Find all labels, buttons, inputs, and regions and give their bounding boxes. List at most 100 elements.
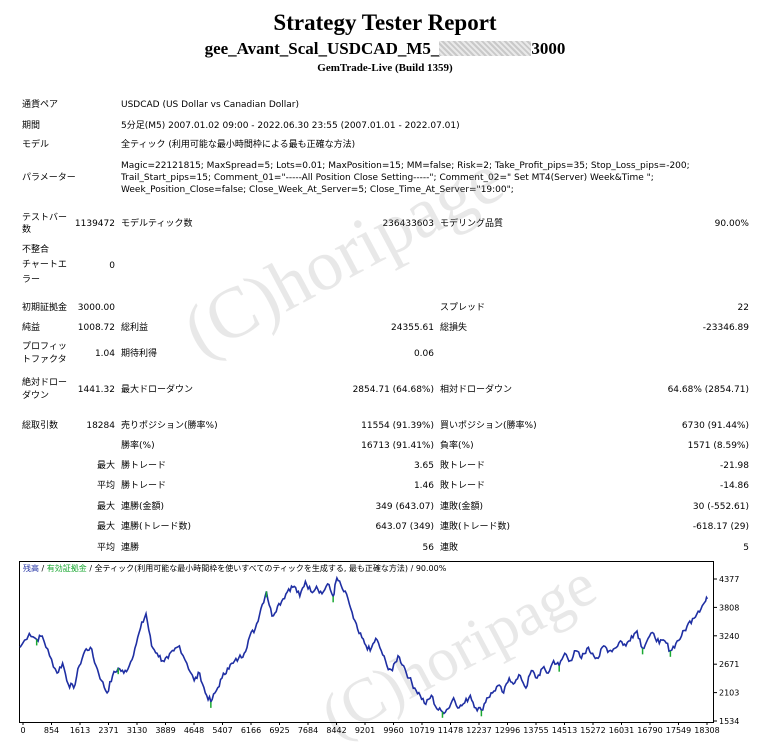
- avgloss-value: -14.86: [719, 481, 749, 491]
- balance-line: [19, 575, 709, 715]
- mcp-value: 643.07 (349): [375, 522, 434, 532]
- acw-value: 56: [422, 543, 434, 553]
- x-tick-label: 17549: [666, 726, 691, 735]
- win-value: 16713 (91.41%): [361, 441, 434, 451]
- pf-label-1: プロフィッ: [22, 342, 67, 352]
- period-value: 5分足(M5) 2007.01.02 09:00 - 2022.06.30 23…: [121, 121, 460, 131]
- maxwin-value: 3.65: [413, 461, 434, 471]
- pf-label-2: トファクタ: [22, 355, 67, 365]
- grossprofit-label: 総利益: [121, 323, 149, 333]
- spread-label: スプレッド: [440, 303, 486, 313]
- trades-value: 18284: [86, 421, 115, 431]
- params-line-1: Magic=22121815; MaxSpread=5; Lots=0.01; …: [121, 161, 690, 171]
- x-tick-label: 6925: [269, 726, 289, 735]
- x-tick-label: 13755: [523, 726, 548, 735]
- mismatch-label-3: ラー: [22, 275, 41, 285]
- balance-chart: 残高 / 有効証拠金 / 全ティック(利用可能な最小時間枠を使いすべてのティック…: [19, 561, 750, 747]
- mcl-label: 連敗(金額): [440, 502, 484, 512]
- mismatch-label-1: 不整合: [22, 245, 50, 255]
- x-tick-label: 7684: [298, 726, 318, 735]
- y-tick-label: 1534: [719, 717, 739, 726]
- max-label-2: 最大: [96, 502, 115, 512]
- symbol-value: USDCAD (US Dollar vs Canadian Dollar): [121, 100, 300, 110]
- spread-value: 22: [737, 303, 749, 313]
- chart-legend: 残高 / 有効証拠金 / 全ティック(利用可能な最小時間枠を使いすべてのティック…: [23, 563, 447, 573]
- long-label: 買いポジション(勝率%): [440, 421, 537, 431]
- avgwin-label: 勝トレード: [121, 481, 167, 491]
- maxwin-label: 勝トレード: [121, 461, 167, 471]
- deposit-value: 3000.00: [77, 303, 115, 313]
- loss-label: 負率(%): [440, 441, 474, 451]
- x-tick-label: 12996: [495, 726, 520, 735]
- x-tick-label: 8442: [326, 726, 346, 735]
- subtitle-prefix: gee_Avant_Scal_USDCAD_M5_: [204, 39, 440, 58]
- params-line-2: Trail_Start_pips=15; Comment_01="-----Al…: [121, 173, 654, 183]
- y-tick-label: 2103: [719, 689, 739, 698]
- netprofit-value: 1008.72: [77, 323, 115, 333]
- grossprofit-value: 24355.61: [391, 323, 434, 333]
- subtitle-suffix: 3000: [531, 39, 566, 58]
- win-label: 勝率(%): [121, 441, 155, 451]
- avgwin-value: 1.46: [413, 481, 434, 491]
- short-label: 売りポジション(勝率%): [121, 421, 218, 431]
- x-tick-label: 9960: [383, 726, 403, 735]
- ticks-value: 236433603: [382, 219, 434, 229]
- mcll-value: -618.17 (29): [692, 522, 749, 532]
- mismatch-value: 0: [109, 261, 115, 271]
- x-tick-label: 12237: [466, 726, 491, 735]
- mcp-label: 連勝(トレード数): [121, 522, 192, 532]
- x-tick-label: 18308: [694, 726, 719, 735]
- balance-chart-svg: 残高 / 有効証拠金 / 全ティック(利用可能な最小時間枠を使いすべてのティック…: [19, 561, 739, 735]
- grossloss-label: 総損失: [440, 323, 468, 333]
- redacted-mask: [439, 41, 532, 56]
- short-value: 11554 (91.39%): [361, 421, 434, 431]
- mcl-value: 30 (-552.61): [692, 502, 749, 512]
- maxdd-value: 2854.71 (64.68%): [352, 385, 434, 395]
- x-tick-label: 6166: [241, 726, 261, 735]
- x-tick-label: 3130: [127, 726, 147, 735]
- period-label: 期間: [22, 121, 41, 131]
- x-tick-label: 1613: [70, 726, 90, 735]
- x-tick-label: 10719: [409, 726, 434, 735]
- x-tick-label: 16790: [637, 726, 662, 735]
- mcll-label: 連敗(トレード数): [440, 522, 511, 532]
- y-tick-label: 4377: [719, 575, 739, 584]
- report-subtitle: gee_Avant_Scal_USDCAD_M5_ 3000: [0, 39, 770, 59]
- max-label-3: 最大: [96, 522, 115, 532]
- acw-label: 連勝: [121, 543, 140, 553]
- payoff-label: 期待利得: [121, 349, 158, 359]
- x-tick-label: 4648: [184, 726, 204, 735]
- x-tick-label: 2371: [98, 726, 118, 735]
- report-title: Strategy Tester Report: [273, 10, 497, 35]
- netprofit-label: 純益: [22, 323, 41, 333]
- x-tick-label: 854: [44, 726, 59, 735]
- balance-series: [19, 575, 709, 718]
- x-tick-label: 9201: [355, 726, 375, 735]
- legend-sep: /: [39, 564, 47, 573]
- grossloss-value: -23346.89: [702, 323, 749, 333]
- x-tick-label: 14513: [552, 726, 577, 735]
- params-line-3: Week_Position_Close=false; Close_Week_At…: [121, 185, 514, 195]
- mcw-value: 349 (643.07): [375, 502, 434, 512]
- quality-label: モデリング品質: [440, 219, 504, 229]
- maxdd-label: 最大ドローダウン: [121, 385, 194, 395]
- pf-value: 1.04: [94, 349, 115, 359]
- mismatch-label-2: チャートエ: [22, 260, 67, 270]
- y-tick-label: 2671: [719, 660, 739, 669]
- reldd-label: 相対ドローダウン: [440, 385, 513, 395]
- deposit-label: 初期証拠金: [22, 303, 68, 313]
- server-name: GemTrade-Live (Build 1359): [317, 62, 453, 74]
- model-value: 全ティック (利用可能な最小時間枠による最も正確な方法): [121, 140, 356, 150]
- x-tick-label: 3889: [155, 726, 175, 735]
- x-tick-label: 11478: [438, 726, 463, 735]
- long-value: 6730 (91.44%): [681, 421, 749, 431]
- acl-value: 5: [743, 543, 749, 553]
- avgloss-label: 敗トレード: [440, 481, 486, 491]
- chart-ticks: 0 854 1613 2371 3130 3889 4648 5407 6166 6925 7684…: [20, 575, 739, 735]
- legend-rest: / 全ティック(利用可能な最小時間枠を使いすべてのティックを生成する, 最も正確…: [87, 563, 447, 573]
- x-tick-label: 16031: [609, 726, 634, 735]
- x-tick-label: 5407: [212, 726, 232, 735]
- trades-label: 総取引数: [22, 421, 59, 431]
- max-label-1: 最大: [96, 461, 115, 471]
- params-label: パラメーター: [22, 173, 76, 183]
